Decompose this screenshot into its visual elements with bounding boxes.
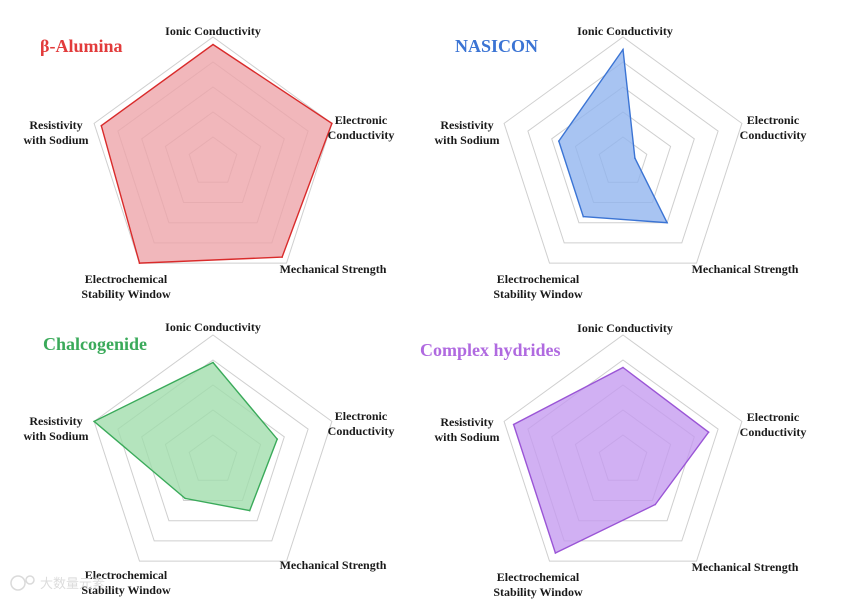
- grid-ring: [527, 61, 719, 244]
- axis-label: Electrochemical Stability Window: [81, 272, 171, 301]
- axis-label: Mechanical Strength: [692, 560, 799, 574]
- data-point: [281, 256, 283, 258]
- axis-label: Electronic Conductivity: [740, 113, 807, 142]
- data-point: [512, 423, 515, 426]
- chart-title: Complex hydrides: [420, 340, 561, 360]
- axis-label: Resistivity with Sodium: [434, 118, 499, 147]
- axis-label: Ionic Conductivity: [577, 321, 673, 335]
- data-point: [248, 509, 251, 512]
- data-point: [582, 215, 585, 218]
- axis-label: Mechanical Strength: [280, 262, 387, 276]
- data-point: [331, 122, 333, 125]
- data-point: [634, 157, 636, 159]
- data-point: [212, 43, 214, 46]
- data-point: [276, 438, 279, 440]
- axis-label: Electrochemical Stability Window: [493, 570, 583, 599]
- grid-ring: [93, 334, 333, 562]
- axis-label: Electronic Conductivity: [740, 410, 807, 439]
- data-point: [184, 497, 186, 500]
- data-point: [622, 48, 624, 51]
- axis-label: Resistivity with Sodium: [23, 414, 88, 443]
- series-area: [512, 366, 710, 554]
- grid-ring: [551, 86, 695, 224]
- axis-label: Resistivity with Sodium: [23, 118, 88, 147]
- axis-label: Electrochemical Stability Window: [493, 272, 583, 301]
- watermark: 大数量元素: [10, 575, 105, 592]
- series-area: [100, 43, 333, 264]
- data-point: [554, 552, 557, 554]
- axis-label: Mechanical Strength: [280, 558, 387, 572]
- series-area: [558, 47, 669, 224]
- data-point: [93, 420, 95, 423]
- data-point: [622, 366, 624, 369]
- grid-ring: [503, 36, 743, 264]
- axis-label: Mechanical Strength: [692, 262, 799, 276]
- chart-title: β-Alumina: [40, 36, 123, 56]
- radar-chart-3: Chalcogenide Ionic Conductivity Electronic…: [23, 320, 394, 597]
- grid-ring: [93, 36, 333, 264]
- series-area: [92, 361, 279, 512]
- axis-label: Ionic Conductivity: [165, 24, 261, 38]
- grid-ring: [503, 334, 743, 562]
- radar-chart-4: Complex hydrides Ionic Conductivity Electr…: [420, 321, 806, 599]
- radar-chart-1: β-Alumina Ionic Conductivity Electronic Con…: [23, 24, 394, 301]
- axis-label: Electronic Conductivity: [328, 113, 395, 142]
- axis-label: Electronic Conductivity: [328, 409, 395, 438]
- radar-chart-2: NASICON Ionic Conductivity Electronic Condu…: [434, 24, 806, 301]
- watermark-logo-icon: [10, 575, 35, 591]
- data-point: [666, 221, 668, 224]
- axis-label: Ionic Conductivity: [165, 320, 261, 334]
- data-point: [100, 124, 103, 127]
- data-point: [707, 431, 710, 434]
- data-point: [654, 503, 657, 506]
- axis-label: Ionic Conductivity: [577, 24, 673, 38]
- data-point: [138, 262, 141, 264]
- axis-label: Resistivity with Sodium: [434, 415, 499, 444]
- chart-title: Chalcogenide: [43, 334, 147, 354]
- data-point: [212, 361, 214, 364]
- watermark-text: 大数量元素: [40, 577, 105, 592]
- axis-label: Electrochemical Stability Window: [81, 568, 171, 597]
- data-point: [558, 140, 560, 142]
- chart-title: NASICON: [455, 36, 538, 56]
